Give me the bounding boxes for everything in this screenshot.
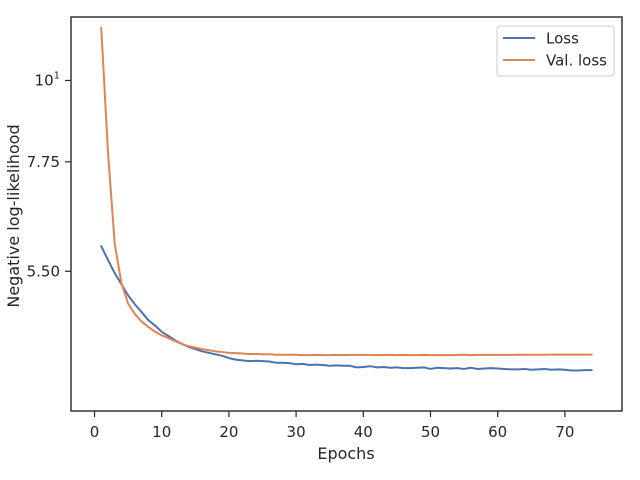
y-tick-exponent: 1 bbox=[54, 70, 60, 81]
x-tick-label: 40 bbox=[354, 423, 373, 441]
y-axis-label: Negative log-likelihood bbox=[4, 124, 23, 307]
series-layer bbox=[100, 26, 593, 372]
x-tick-label: 30 bbox=[287, 423, 306, 441]
x-tick-label: 10 bbox=[152, 423, 171, 441]
legend-label-val-loss: Val. loss bbox=[546, 52, 607, 70]
plot-area bbox=[70, 16, 623, 412]
legend-label-loss: Loss bbox=[546, 30, 579, 48]
x-tick-label: 50 bbox=[421, 423, 440, 441]
y-axis-ticks: 5.50 7.75 101 bbox=[27, 70, 71, 280]
y-tick-label: 5.50 bbox=[27, 262, 60, 280]
plot-frame bbox=[70, 16, 623, 412]
x-tick-label: 60 bbox=[488, 423, 507, 441]
x-tick-label: 20 bbox=[219, 423, 238, 441]
x-axis-ticks: 0 10 20 30 40 50 60 70 bbox=[90, 411, 574, 441]
y-tick-label: 101 bbox=[35, 70, 60, 89]
x-tick-label: 70 bbox=[555, 423, 574, 441]
legend: Loss Val. loss bbox=[496, 25, 615, 77]
x-axis-label: Epochs bbox=[317, 444, 374, 463]
y-tick-label: 7.75 bbox=[27, 153, 60, 171]
x-tick-label: 0 bbox=[90, 423, 100, 441]
series-line-val-loss bbox=[100, 26, 593, 357]
